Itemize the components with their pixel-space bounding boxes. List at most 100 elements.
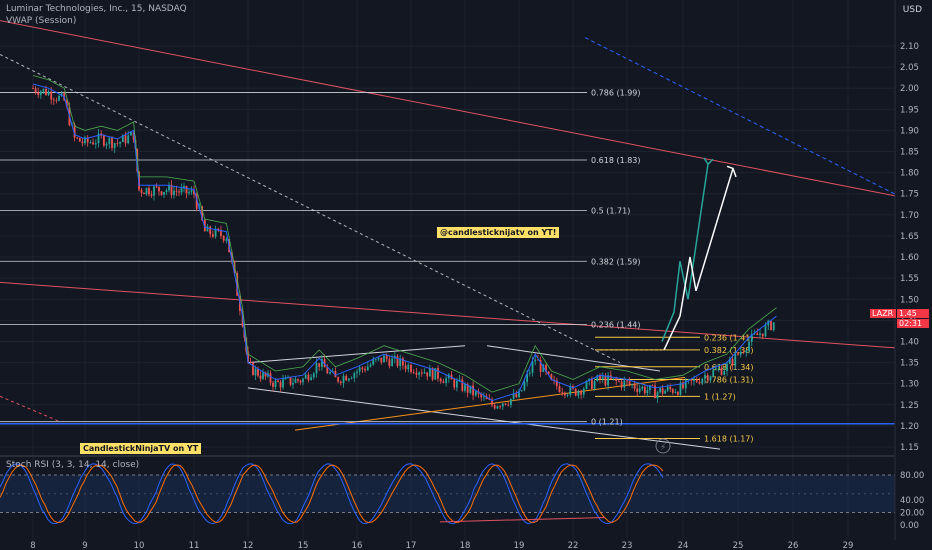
candle-body bbox=[65, 100, 68, 107]
candle-body bbox=[259, 375, 262, 379]
candle-body bbox=[58, 95, 60, 101]
candle-body bbox=[366, 366, 369, 371]
candle-body bbox=[321, 359, 323, 367]
rsi-divergence-line bbox=[439, 517, 606, 523]
candle-body bbox=[659, 388, 661, 393]
dashed-blue-trendline bbox=[584, 37, 895, 195]
candle-body bbox=[547, 371, 550, 375]
candle-body bbox=[518, 391, 520, 398]
candle-body bbox=[437, 368, 439, 379]
candle-body bbox=[643, 386, 646, 394]
candle-body bbox=[385, 355, 388, 360]
price-tick-label: 1.25 bbox=[900, 401, 919, 411]
candle-body bbox=[178, 191, 180, 193]
candle-body bbox=[690, 379, 693, 381]
candle-body bbox=[761, 333, 764, 337]
time-axis: 8 9 10 11 12 15 16 17 18 19 22 23 24 25 26 29 bbox=[0, 540, 932, 550]
candle-body bbox=[97, 133, 100, 144]
candle-body bbox=[684, 380, 687, 389]
candle-body bbox=[439, 378, 442, 382]
time-tick-label: 19 bbox=[514, 541, 525, 550]
rsi-tick-label: 0.00 bbox=[900, 521, 919, 531]
candle-body bbox=[593, 380, 596, 389]
candle-body bbox=[510, 398, 512, 405]
projection-arrows bbox=[600, 157, 737, 351]
candle-body bbox=[402, 358, 404, 366]
candle-body bbox=[671, 389, 674, 393]
candle-body bbox=[364, 368, 366, 371]
price-tick-label: 1.30 bbox=[900, 380, 919, 390]
candle-body bbox=[726, 363, 728, 371]
candle-body bbox=[720, 368, 723, 375]
candle-body bbox=[262, 372, 264, 379]
candle-body bbox=[353, 373, 356, 379]
candle-body bbox=[345, 375, 348, 381]
candle-body bbox=[504, 403, 507, 405]
fib-minor-label: 1 (1.27) bbox=[704, 392, 736, 401]
candle-body bbox=[649, 385, 651, 391]
candle-body bbox=[348, 378, 350, 381]
candle-body bbox=[646, 390, 649, 394]
candle-body bbox=[396, 355, 399, 367]
time-tick-label: 18 bbox=[460, 541, 471, 550]
fib-minor-label: 0.236 (1.41) bbox=[704, 333, 754, 342]
candle-body bbox=[434, 368, 437, 380]
price-tick-label: 1.70 bbox=[900, 211, 919, 221]
candle-body bbox=[52, 99, 55, 101]
candle-body bbox=[60, 93, 63, 96]
candle-body bbox=[717, 368, 720, 370]
candle-body bbox=[55, 100, 58, 101]
candle-body bbox=[331, 370, 334, 373]
candle-body bbox=[491, 399, 493, 406]
candle-body bbox=[651, 385, 654, 386]
vwap-upper-band bbox=[32, 75, 777, 393]
candle-body bbox=[423, 372, 426, 374]
time-tick-label: 29 bbox=[843, 541, 854, 550]
candle-body bbox=[615, 378, 618, 381]
candle-body bbox=[148, 187, 150, 195]
candle-body bbox=[770, 320, 772, 331]
candle-body bbox=[37, 92, 40, 95]
yt-annotation-1: @candlesticknijatv on YT! bbox=[437, 227, 560, 238]
stoch-d-line bbox=[0, 464, 664, 524]
rsi-axis: 80.00 40.00 20.00 0.00 bbox=[900, 471, 924, 531]
candle-body bbox=[294, 379, 297, 383]
candle-body bbox=[163, 191, 165, 195]
candle-body bbox=[342, 375, 345, 383]
candle-body bbox=[564, 392, 566, 396]
candle-body bbox=[329, 372, 331, 374]
mid-resistance-trendline bbox=[0, 281, 895, 349]
candle-body bbox=[550, 374, 553, 380]
fib-minor-label: 0.786 (1.31) bbox=[704, 375, 754, 384]
fib-major-label: 0.786 (1.99) bbox=[591, 88, 641, 97]
candle-body bbox=[277, 380, 279, 382]
candle-body bbox=[180, 188, 183, 193]
candle-body bbox=[356, 371, 358, 374]
candle-body bbox=[580, 390, 582, 395]
candle-body bbox=[469, 385, 472, 393]
candle-body bbox=[220, 230, 222, 236]
candle-body bbox=[539, 359, 542, 372]
candle-body bbox=[542, 364, 545, 372]
time-tick-label: 24 bbox=[678, 541, 689, 550]
fib-major-label: 0.382 (1.59) bbox=[591, 257, 641, 266]
rsi-band bbox=[0, 475, 895, 513]
candle-body bbox=[252, 362, 254, 376]
fib-minor-label: 0.618 (1.34) bbox=[704, 363, 754, 372]
candle-body bbox=[618, 380, 620, 382]
candle-body bbox=[620, 381, 623, 388]
candle-body bbox=[636, 388, 639, 392]
candle-body bbox=[537, 359, 539, 361]
candle-body bbox=[523, 381, 526, 391]
lightning-icon[interactable] bbox=[655, 438, 671, 454]
candle-body bbox=[127, 135, 130, 144]
fib-minor-label: 0.382 (1.38) bbox=[704, 346, 754, 355]
candle-body bbox=[34, 88, 37, 93]
lightning-glyph: ⚡ bbox=[660, 443, 666, 453]
candle-body bbox=[292, 382, 294, 385]
time-tick-label: 26 bbox=[788, 541, 799, 550]
candle-body bbox=[307, 374, 310, 381]
candle-body bbox=[111, 137, 113, 148]
candle-body bbox=[745, 350, 748, 353]
